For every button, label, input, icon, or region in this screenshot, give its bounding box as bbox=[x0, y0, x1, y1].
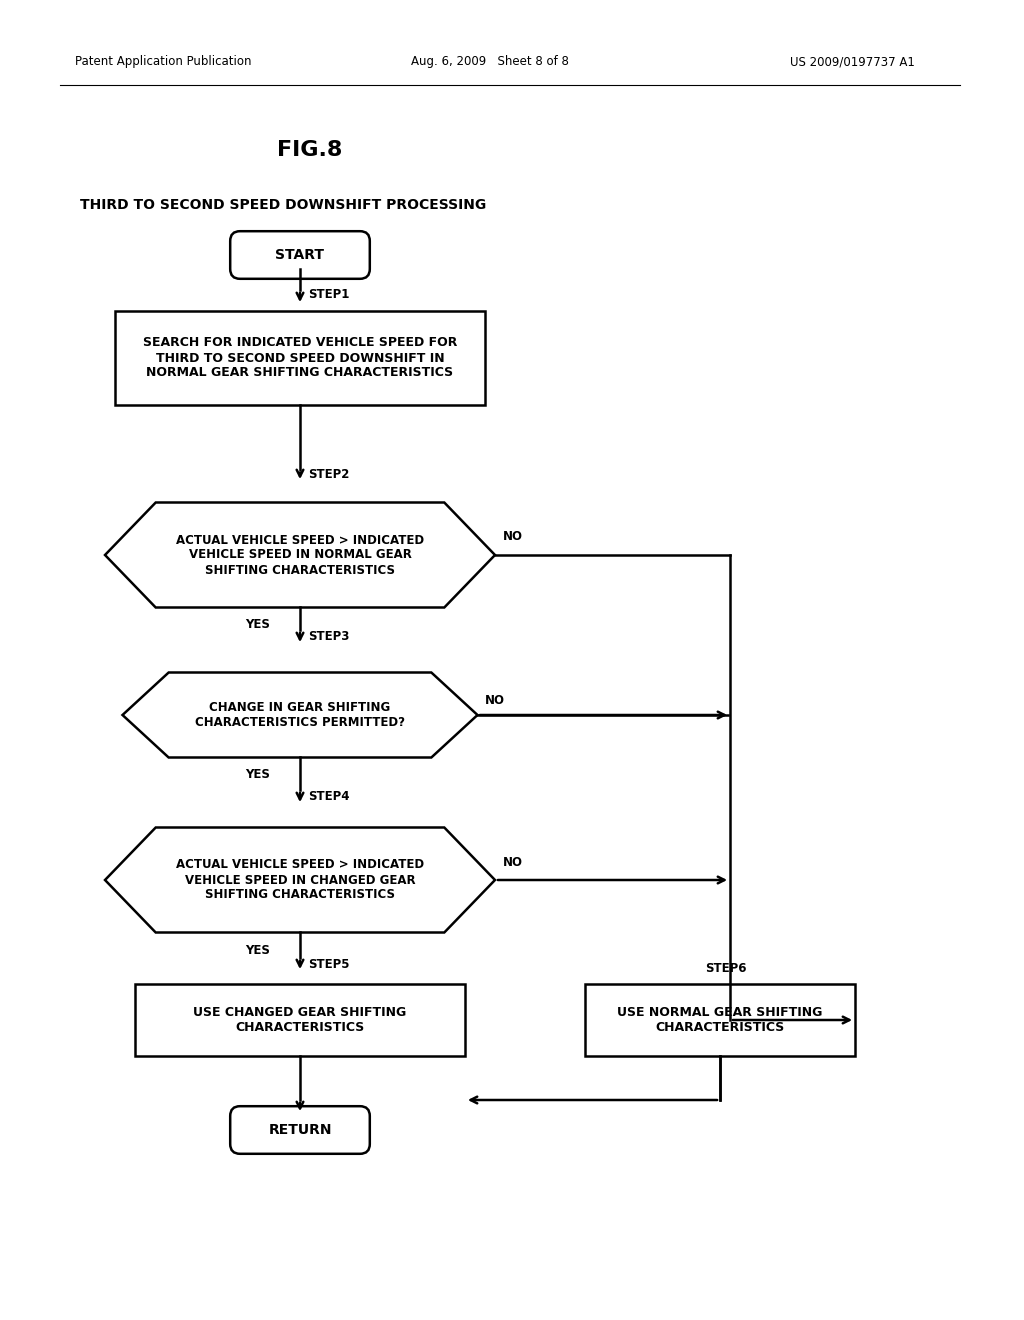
Text: STEP3: STEP3 bbox=[308, 631, 349, 644]
Text: USE CHANGED GEAR SHIFTING
CHARACTERISTICS: USE CHANGED GEAR SHIFTING CHARACTERISTIC… bbox=[194, 1006, 407, 1034]
Text: Aug. 6, 2009   Sheet 8 of 8: Aug. 6, 2009 Sheet 8 of 8 bbox=[411, 55, 569, 69]
Text: YES: YES bbox=[245, 619, 270, 631]
Text: NO: NO bbox=[485, 693, 505, 706]
Text: STEP2: STEP2 bbox=[308, 467, 349, 480]
Text: Patent Application Publication: Patent Application Publication bbox=[75, 55, 252, 69]
Text: YES: YES bbox=[245, 944, 270, 957]
FancyBboxPatch shape bbox=[230, 231, 370, 279]
Bar bbox=[115, 312, 485, 405]
Text: FIG.8: FIG.8 bbox=[278, 140, 343, 160]
Text: STEP5: STEP5 bbox=[308, 957, 349, 970]
Text: ACTUAL VEHICLE SPEED > INDICATED
VEHICLE SPEED IN NORMAL GEAR
SHIFTING CHARACTER: ACTUAL VEHICLE SPEED > INDICATED VEHICLE… bbox=[176, 533, 424, 577]
Text: ACTUAL VEHICLE SPEED > INDICATED
VEHICLE SPEED IN CHANGED GEAR
SHIFTING CHARACTE: ACTUAL VEHICLE SPEED > INDICATED VEHICLE… bbox=[176, 858, 424, 902]
Polygon shape bbox=[123, 672, 477, 758]
Text: STEP1: STEP1 bbox=[308, 288, 349, 301]
FancyBboxPatch shape bbox=[230, 1106, 370, 1154]
Text: USE NORMAL GEAR SHIFTING
CHARACTERISTICS: USE NORMAL GEAR SHIFTING CHARACTERISTICS bbox=[617, 1006, 822, 1034]
Text: CHANGE IN GEAR SHIFTING
CHARACTERISTICS PERMITTED?: CHANGE IN GEAR SHIFTING CHARACTERISTICS … bbox=[195, 701, 406, 729]
Bar bbox=[585, 983, 855, 1056]
Text: THIRD TO SECOND SPEED DOWNSHIFT PROCESSING: THIRD TO SECOND SPEED DOWNSHIFT PROCESSI… bbox=[80, 198, 486, 213]
Polygon shape bbox=[105, 503, 495, 607]
Text: YES: YES bbox=[245, 768, 270, 781]
Text: SEARCH FOR INDICATED VEHICLE SPEED FOR
THIRD TO SECOND SPEED DOWNSHIFT IN
NORMAL: SEARCH FOR INDICATED VEHICLE SPEED FOR T… bbox=[142, 337, 457, 380]
Polygon shape bbox=[105, 828, 495, 932]
Text: US 2009/0197737 A1: US 2009/0197737 A1 bbox=[790, 55, 914, 69]
Text: STEP6: STEP6 bbox=[705, 961, 746, 974]
Bar bbox=[135, 983, 465, 1056]
Text: NO: NO bbox=[503, 531, 523, 544]
Text: NO: NO bbox=[503, 855, 523, 869]
Text: RETURN: RETURN bbox=[268, 1123, 332, 1137]
Text: STEP4: STEP4 bbox=[308, 791, 349, 804]
Text: START: START bbox=[275, 248, 325, 261]
